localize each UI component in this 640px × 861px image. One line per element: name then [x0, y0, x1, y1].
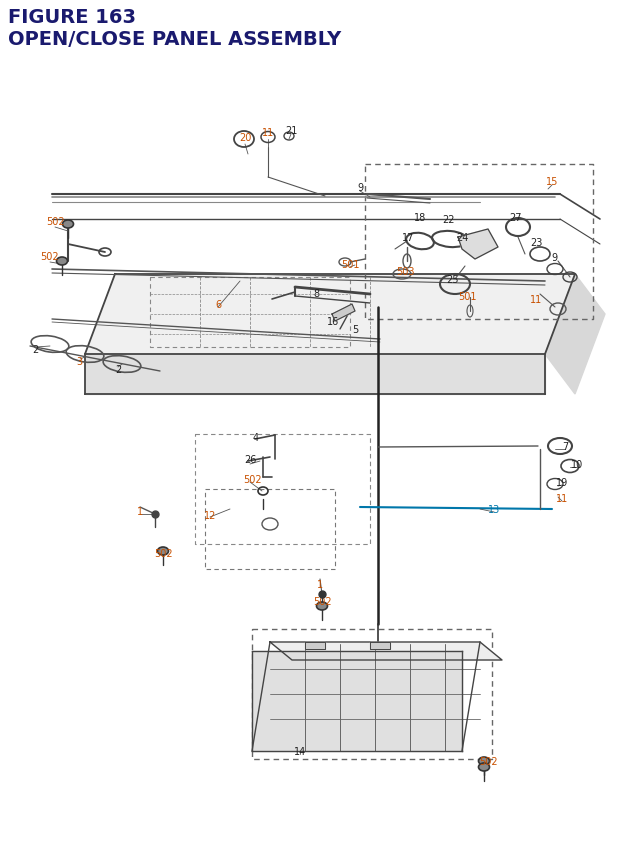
- Text: 9: 9: [357, 183, 363, 193]
- Text: 4: 4: [253, 432, 259, 443]
- Text: 18: 18: [414, 213, 426, 223]
- Text: 501: 501: [340, 260, 359, 269]
- Polygon shape: [85, 275, 575, 355]
- Polygon shape: [332, 305, 355, 322]
- Text: 502: 502: [243, 474, 261, 485]
- Text: 25: 25: [445, 275, 458, 285]
- Polygon shape: [458, 230, 498, 260]
- Text: 6: 6: [215, 300, 221, 310]
- Polygon shape: [85, 355, 545, 394]
- Text: 9: 9: [551, 253, 557, 263]
- Text: 13: 13: [488, 505, 500, 514]
- Polygon shape: [305, 642, 325, 649]
- Text: 17: 17: [402, 232, 414, 243]
- Text: 11: 11: [556, 493, 568, 504]
- Ellipse shape: [479, 757, 490, 765]
- Text: 502: 502: [45, 217, 64, 226]
- Ellipse shape: [63, 220, 74, 229]
- Text: 502: 502: [40, 251, 58, 262]
- Text: 22: 22: [442, 214, 454, 225]
- Ellipse shape: [56, 257, 67, 266]
- Text: 15: 15: [546, 177, 558, 187]
- Text: 1: 1: [137, 506, 143, 517]
- Text: 502: 502: [479, 756, 497, 766]
- Text: 502: 502: [313, 597, 332, 606]
- Text: 1: 1: [317, 579, 323, 589]
- Text: 20: 20: [239, 133, 251, 143]
- Text: 7: 7: [562, 442, 568, 451]
- Text: 502: 502: [154, 548, 172, 558]
- Text: 24: 24: [456, 232, 468, 243]
- Text: 501: 501: [458, 292, 476, 301]
- Text: 8: 8: [313, 288, 319, 299]
- Text: 11: 11: [262, 127, 274, 138]
- Text: 3: 3: [76, 356, 82, 367]
- Text: OPEN/CLOSE PANEL ASSEMBLY: OPEN/CLOSE PANEL ASSEMBLY: [8, 30, 341, 49]
- Text: 503: 503: [396, 267, 414, 276]
- Ellipse shape: [317, 603, 328, 610]
- Polygon shape: [370, 642, 390, 649]
- Text: 21: 21: [285, 126, 297, 136]
- Text: 27: 27: [509, 213, 522, 223]
- Text: 5: 5: [352, 325, 358, 335]
- Text: 12: 12: [204, 511, 216, 520]
- Text: 2: 2: [115, 364, 121, 375]
- Text: 10: 10: [571, 460, 583, 469]
- Ellipse shape: [479, 763, 490, 771]
- Text: 26: 26: [244, 455, 256, 464]
- Text: 16: 16: [327, 317, 339, 326]
- Polygon shape: [252, 651, 462, 751]
- Text: 2: 2: [32, 344, 38, 355]
- Polygon shape: [545, 275, 605, 394]
- Text: 23: 23: [530, 238, 542, 248]
- Text: 11: 11: [530, 294, 542, 305]
- Ellipse shape: [157, 548, 168, 555]
- Text: FIGURE 163: FIGURE 163: [8, 8, 136, 27]
- Text: 14: 14: [294, 746, 306, 756]
- Text: 19: 19: [556, 478, 568, 487]
- Polygon shape: [270, 642, 502, 660]
